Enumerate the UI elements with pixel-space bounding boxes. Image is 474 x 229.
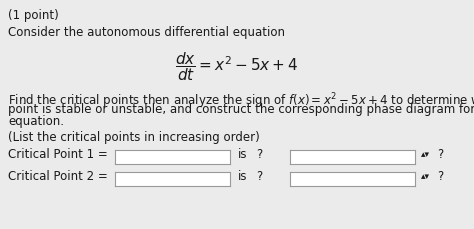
Text: is: is (238, 170, 247, 183)
Text: Critical Point 2 =: Critical Point 2 = (8, 170, 108, 183)
Text: (List the critical points in increasing order): (List the critical points in increasing … (8, 131, 260, 144)
Text: ?: ? (437, 170, 443, 183)
Text: ▴▾: ▴▾ (421, 172, 430, 181)
Text: $\dfrac{dx}{dt} = x^2 - 5x + 4$: $\dfrac{dx}{dt} = x^2 - 5x + 4$ (175, 50, 299, 83)
Text: ?: ? (437, 148, 443, 161)
Text: ?: ? (256, 148, 262, 161)
Text: point is stable or unstable, and construct the corresponding phase diagram for t: point is stable or unstable, and constru… (8, 103, 474, 116)
Text: ▴▾: ▴▾ (421, 150, 430, 159)
Text: Consider the autonomous differential equation: Consider the autonomous differential equ… (8, 26, 285, 39)
Text: is: is (238, 148, 247, 161)
Text: equation.: equation. (8, 115, 64, 128)
Text: Critical Point 1 =: Critical Point 1 = (8, 148, 108, 161)
Text: ?: ? (256, 170, 262, 183)
Text: (1 point): (1 point) (8, 9, 59, 22)
Text: Find the critical points then analyze the sign of $f(x) = x^2 - 5x + 4$ to deter: Find the critical points then analyze th… (8, 91, 474, 111)
